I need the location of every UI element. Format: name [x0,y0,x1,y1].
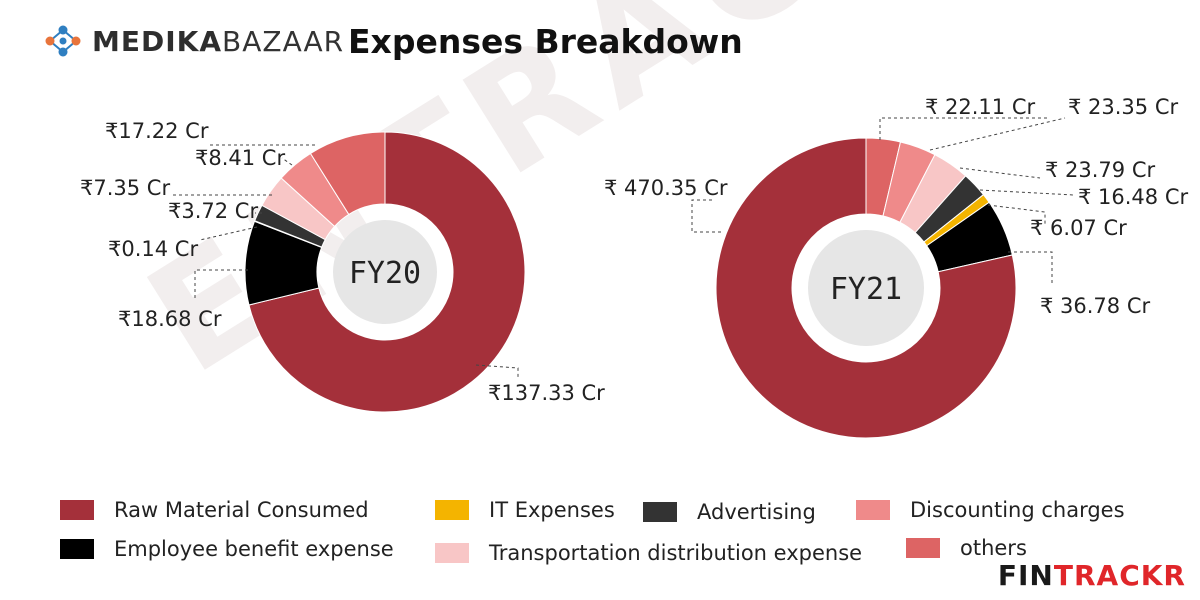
legend-swatch [435,500,469,520]
logo-wordmark: MEDIKABAZAAR [92,25,344,58]
data-label-raw-material-consumed: ₹ 470.35 Cr [604,176,728,200]
slice-raw-material-consumed [715,137,1017,439]
data-label-transportation-distribution-expense: ₹7.35 Cr [80,176,170,200]
legend-item-raw-material-consumed: Raw Material Consumed [60,498,369,522]
data-label-others: ₹ 22.11 Cr [925,95,1035,119]
brand-part2: TRACKR [1053,559,1186,592]
legend-swatch [60,500,94,520]
data-label-it-expenses: ₹0.14 Cr [108,237,198,261]
legend-label: Discounting charges [910,498,1125,522]
data-label-transportation-distribution-expense: ₹ 23.79 Cr [1045,158,1155,182]
legend-swatch [60,539,94,559]
slice-raw-material-consumed [248,131,526,413]
leader-line-discounting-charges [281,157,293,166]
leader-line-it-expenses [987,204,1046,225]
data-label-others: ₹17.22 Cr [105,119,209,143]
leader-line-raw-material-consumed [475,364,519,378]
fintrackr-brand: FINTRACKR [998,559,1186,592]
legend-item-it-expenses: IT Expenses [435,498,615,522]
leader-line-transportation-distribution-expense [959,167,1041,179]
leader-line-others [879,117,1050,140]
donut-chart-fy21: FY21 ₹ 22.11 Cr ₹ 23.35 Cr ₹ 23.79 Cr ₹ 16.4… [604,95,1188,439]
data-label-discounting-charges: ₹8.41 Cr [195,146,285,170]
legend-swatch [906,538,940,558]
logo-light: BAZAAR [222,24,345,58]
data-label-employee-benefit-expense: ₹ 36.78 Cr [1040,294,1150,318]
donut-center-label: FY20 [349,256,421,291]
legend-item-advertising: Advertising [643,500,816,524]
data-label-employee-benefit-expense: ₹18.68 Cr [118,307,222,331]
leader-line-employee-benefit-expense [194,269,248,298]
legend-item-employee-benefit-expense: Employee benefit expense [60,537,394,561]
leader-line-employee-benefit-expense [1008,251,1053,285]
slice-others [309,131,386,216]
leader-line-raw-material-consumed [691,199,724,233]
brand-part1: FIN [997,559,1054,592]
legend-label: Advertising [697,500,816,524]
logo-bold: MEDIKA [92,24,223,58]
donut-center-label: FY21 [830,272,902,307]
company-logo: MEDIKABAZAAR [42,20,344,62]
data-label-advertising: ₹3.72 Cr [168,199,258,223]
legend-item-transportation-distribution-expense: Transportation distribution expense [435,541,862,565]
data-label-discounting-charges: ₹ 23.35 Cr [1068,95,1178,119]
chart-title: Expenses Breakdown [348,22,743,61]
legend-swatch [643,502,677,522]
donut-center [333,220,437,324]
data-label-it-expenses: ₹ 6.07 Cr [1030,216,1127,240]
donut-center [808,230,924,346]
donut-chart-fy20: FY20₹137.33 Cr₹18.68 Cr₹0.14 Cr₹3.72 Cr₹… [80,119,605,413]
legend-swatch [856,500,890,520]
legend-swatch [435,543,469,563]
leader-line-discounting-charges [929,117,1066,151]
legend-label: Transportation distribution expense [489,541,863,565]
data-label-raw-material-consumed: ₹137.33 Cr [488,381,605,405]
data-label-advertising: ₹ 16.48 Cr [1078,185,1188,209]
legend-label: IT Expenses [489,498,615,522]
legend-label: others [960,536,1027,560]
legend-label: Employee benefit expense [114,537,394,561]
leader-line-advertising [979,189,1075,196]
leader-line-it-expenses [199,226,258,241]
legend-label: Raw Material Consumed [114,498,369,522]
legend-item-others: others [906,536,1027,560]
molecule-icon [45,25,81,57]
legend-item-discounting-charges: Discounting charges [856,498,1125,522]
